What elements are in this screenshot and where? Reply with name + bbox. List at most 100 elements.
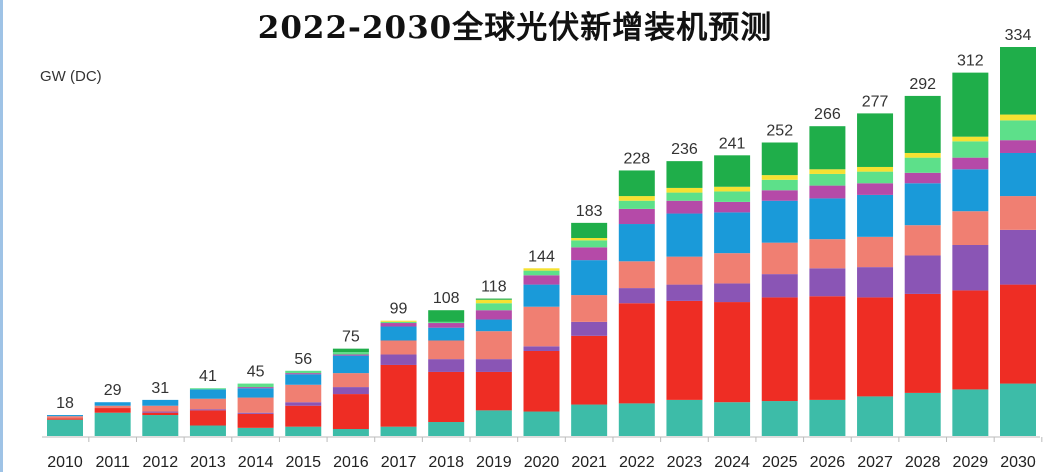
bar-segment [94,408,131,413]
x-tick-label: 2020 [524,454,560,471]
bar-segment [761,142,798,176]
data-label: 266 [814,106,841,123]
bar-segment [523,350,560,412]
bar-segment [332,387,369,395]
bar-segment [380,321,417,324]
bar-segment [94,402,131,406]
x-tick-label: 2023 [667,454,703,471]
bar-segment [428,359,465,372]
bar-segment [142,411,179,413]
bar-segment [523,284,560,307]
bar-segment [189,389,226,399]
bar-segment [618,170,655,197]
bar-segment [809,239,846,269]
data-label: 18 [56,395,74,412]
bar-segment [237,397,274,413]
x-tick-label: 2012 [143,454,179,471]
bar-segment [666,399,703,436]
bar-segment [428,371,465,423]
bar-segment [1000,229,1036,285]
bar-segment [1000,383,1036,436]
bar-segment [857,396,894,436]
bar-segment [94,405,131,409]
bar-segment [952,169,989,212]
bar-segment [666,200,703,214]
bar-segment [666,187,703,193]
x-tick-label: 2019 [476,454,512,471]
x-tick-label: 2016 [333,454,369,471]
bar-segment [332,373,369,388]
data-label: 108 [433,290,460,307]
x-tick-label: 2018 [428,454,464,471]
x-tick-label: 2029 [953,454,989,471]
data-label: 236 [671,141,698,158]
bar-segment [523,270,560,276]
bar-segment [714,402,751,436]
bar-segment [904,255,941,294]
x-tick-label: 2026 [810,454,846,471]
bar-segment [142,405,179,412]
bar-segment [1000,140,1036,153]
bar-segment [761,401,798,436]
bar-segment [761,274,798,298]
data-label: 75 [342,329,360,346]
bar-segment [904,157,941,173]
bar-segment [523,346,560,351]
bar-segment [857,171,894,184]
bar-segment [332,354,369,356]
x-tick-label: 2021 [571,454,607,471]
bar-segment [571,222,608,239]
bar-segment [571,295,608,322]
bar-segment [952,389,989,436]
data-label: 118 [481,279,507,296]
bar-segment [1000,284,1036,384]
bar-segment [666,256,703,285]
bar-segment [189,410,226,426]
bar-segment [428,321,465,324]
bar-segment [857,183,894,195]
bar-segment [142,412,179,416]
bar-segment [952,290,989,390]
bar-segment [714,212,751,254]
bar-segment [47,419,83,436]
data-label: 292 [909,76,936,93]
bar-segment [952,141,989,158]
bar-segment [380,354,417,365]
data-label: 41 [199,368,217,385]
data-label: 45 [247,364,265,381]
bar-segment [47,415,83,417]
bar-segment [47,416,83,419]
data-label: 99 [390,301,408,318]
bar-segment [237,412,274,414]
data-label: 56 [294,351,312,368]
bar-segment [285,373,322,375]
bar-segment [952,244,989,291]
x-tick-label: 2014 [238,454,274,471]
bar-segment [618,303,655,404]
bar-segment [571,238,608,241]
bar-segment [857,194,894,237]
bar-segment [618,200,655,209]
data-label: 31 [151,380,169,397]
bar-segment [237,383,274,388]
bar-segment [618,196,655,201]
bar-segment [618,208,655,225]
bar-segment [571,247,608,261]
bar-segment [952,136,989,142]
bar-segment [285,402,322,406]
bar-segment [332,352,369,355]
bar-segment [857,113,894,167]
bar-segment [666,161,703,188]
bar-segment [571,240,608,248]
bar-segment [475,299,512,304]
bar-segment [618,261,655,289]
bar-segment [523,411,560,436]
bar-segment [904,392,941,436]
bar-segment [189,409,226,411]
bar-segment [332,355,369,374]
x-tick-label: 2025 [762,454,798,471]
bar-segment [380,426,417,436]
bar-segment [857,267,894,298]
bar-segment [618,224,655,262]
